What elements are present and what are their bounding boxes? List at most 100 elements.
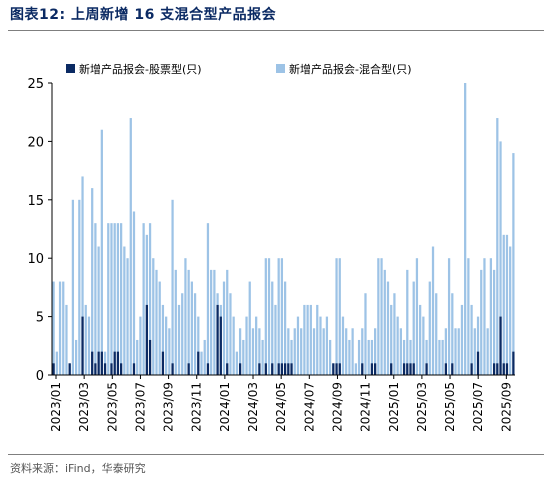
bar-mixed: [293, 328, 296, 375]
bar-stock: [412, 363, 415, 375]
bar-mixed: [264, 258, 267, 375]
bar-mixed: [213, 269, 216, 375]
bar-mixed: [171, 199, 174, 375]
bar-mixed: [412, 281, 415, 375]
bar-stock: [502, 363, 505, 375]
bar-mixed: [409, 339, 412, 375]
bar-mixed: [351, 328, 354, 375]
bar-mixed: [460, 304, 464, 375]
bar-stock: [116, 351, 120, 375]
bar-stock: [187, 363, 190, 375]
bar-mixed: [187, 269, 190, 375]
bar-stock: [238, 363, 242, 375]
bar-mixed: [142, 223, 145, 375]
bar-mixed: [406, 269, 409, 375]
legend-swatch-stock: [66, 64, 75, 73]
bar-stock: [110, 363, 113, 375]
bar-mixed: [161, 304, 165, 375]
bar-stock: [338, 363, 341, 375]
bar-stock: [91, 351, 94, 375]
x-tick-label: 2024/01: [218, 382, 232, 432]
x-tick-label: 2023/05: [105, 382, 119, 432]
bar-mixed: [312, 328, 316, 375]
bar-mixed: [155, 269, 158, 375]
bar-stock: [264, 363, 267, 375]
bar-mixed: [402, 339, 406, 375]
bar-mixed: [345, 328, 348, 375]
y-tick-label: 0: [36, 369, 44, 384]
bar-mixed: [255, 316, 258, 375]
bar-stock: [444, 363, 447, 375]
bar-mixed: [322, 328, 325, 375]
bar-mixed: [277, 258, 280, 375]
bar-mixed: [489, 258, 493, 375]
bar-mixed: [374, 328, 377, 375]
bar-mixed: [441, 339, 444, 375]
bar-stock: [219, 316, 222, 375]
bar-mixed: [335, 258, 338, 375]
bar-stock: [492, 363, 496, 375]
bar-mixed: [84, 304, 87, 375]
source-note: 资料来源：iFind，华泰研究: [10, 462, 146, 475]
legend-label-mixed: 新增产品报会-混合型(只): [289, 62, 412, 76]
bar-mixed: [200, 351, 203, 375]
bar-mixed: [113, 223, 116, 375]
y-tick-label: 10: [27, 252, 44, 267]
bar-mixed: [242, 339, 245, 375]
bar-stock: [290, 363, 293, 375]
bar-stock: [402, 363, 406, 375]
bar-mixed: [248, 281, 251, 375]
bar-stock: [145, 304, 148, 375]
x-tick-label: 2023/09: [162, 382, 176, 432]
bar-mixed: [65, 304, 68, 375]
bar-mixed: [116, 223, 120, 375]
bar-stock: [496, 363, 499, 375]
bar-mixed: [341, 316, 345, 375]
bar-mixed: [235, 351, 238, 375]
bar-stock: [68, 363, 71, 375]
bar-mixed: [184, 258, 187, 375]
bar-stock: [335, 363, 338, 375]
bar-mixed: [496, 118, 499, 375]
bar-stock: [171, 363, 174, 375]
bar-mixed: [120, 223, 123, 375]
bar-mixed: [367, 339, 370, 375]
x-tick-label: 2025/07: [471, 382, 485, 432]
stock-series-bars: [52, 304, 515, 375]
x-tick-label: 2023/07: [133, 382, 147, 432]
x-tick-label: 2023/11: [190, 382, 204, 432]
x-tick-label: 2024/07: [302, 382, 316, 432]
bar-stock: [206, 363, 210, 375]
bar-mixed: [245, 316, 248, 375]
bar-mixed: [357, 339, 361, 375]
x-tick-label: 2025/03: [415, 382, 429, 432]
bar-mixed: [107, 223, 110, 375]
bar-mixed: [425, 339, 428, 375]
y-tick-label: 25: [27, 77, 44, 92]
bar-stock: [512, 351, 515, 375]
bar-mixed: [145, 234, 148, 375]
bar-stock: [94, 363, 97, 375]
bar-mixed: [505, 234, 509, 375]
bar-mixed: [126, 258, 129, 375]
x-axis: 2023/01 2023/03 2023/05 2023/07 2023/09 2023/…: [49, 374, 515, 432]
mixed-series-bars: [52, 83, 515, 375]
bar-stock: [280, 363, 284, 375]
bar-stock: [226, 363, 229, 375]
bar-mixed: [306, 304, 309, 375]
bar-stock: [374, 363, 377, 375]
bar-stock: [370, 363, 374, 375]
bar-mixed: [55, 351, 58, 375]
bar-mixed: [258, 328, 261, 375]
bar-mixed: [457, 328, 460, 375]
bar-stock: [271, 363, 274, 375]
bar-mixed: [480, 269, 483, 375]
legend-swatch-mixed: [276, 64, 285, 73]
bar-stock: [161, 351, 165, 375]
bar-mixed: [287, 328, 290, 375]
bar-mixed: [232, 316, 235, 375]
bar-mixed: [383, 269, 386, 375]
x-tick-label: 2023/01: [49, 382, 63, 432]
bar-mixed: [97, 246, 100, 375]
bar-stock: [406, 363, 409, 375]
